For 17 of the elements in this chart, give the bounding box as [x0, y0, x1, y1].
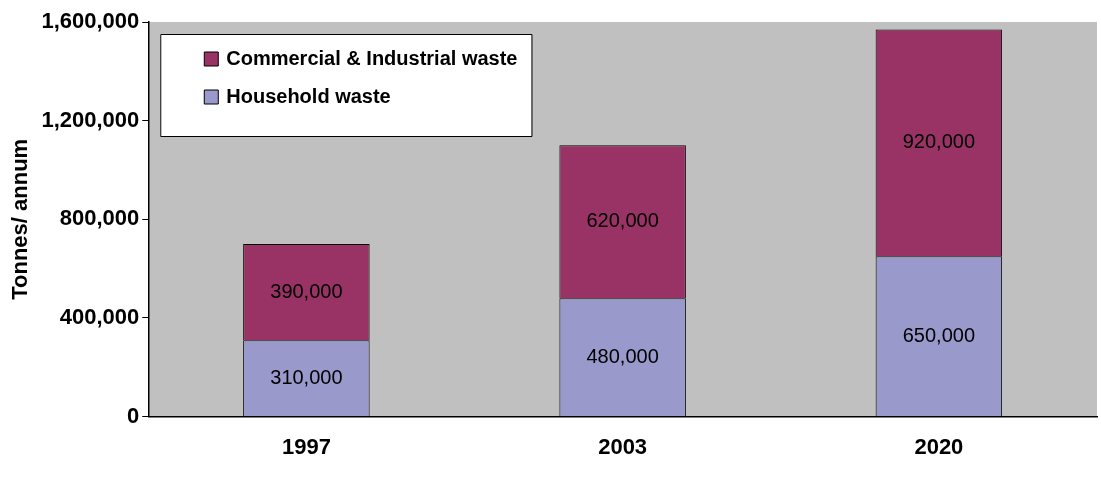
x-tick-label: 2003: [598, 433, 648, 459]
y-tick-label: 1,600,000: [41, 8, 140, 34]
y-tick-label: 400,000: [59, 304, 140, 330]
y-tick-label: 1,200,000: [41, 106, 140, 132]
legend-label: Commercial & Industrial waste: [226, 46, 518, 69]
x-tick-label: 2020: [914, 433, 964, 459]
y-tick-label: 800,000: [59, 205, 140, 231]
data-label: 650,000: [902, 323, 976, 346]
data-label: 620,000: [586, 209, 659, 232]
legend-label: Household waste: [226, 84, 391, 107]
y-tick-label: 0: [127, 402, 140, 428]
x-tick-label: 1997: [281, 433, 331, 459]
y-axis-title: Tonnes/ annum: [7, 138, 33, 300]
data-label: 390,000: [270, 279, 343, 302]
data-label: 480,000: [586, 344, 659, 367]
data-label: 920,000: [902, 130, 976, 153]
data-label: 310,000: [270, 365, 343, 388]
